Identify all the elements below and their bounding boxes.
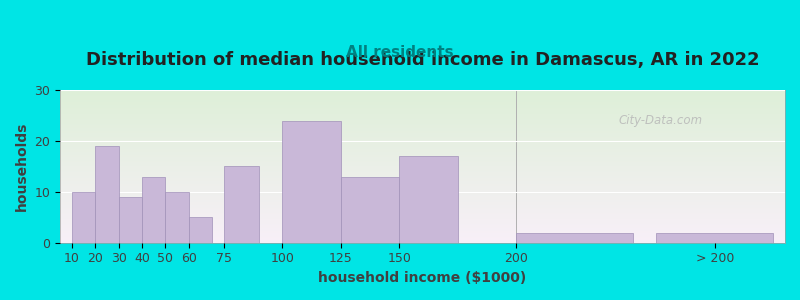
Bar bbox=[282, 121, 341, 243]
Bar bbox=[189, 217, 212, 243]
Text: City-Data.com: City-Data.com bbox=[618, 114, 702, 127]
Bar bbox=[118, 197, 142, 243]
Text: All residents: All residents bbox=[346, 45, 454, 60]
Bar bbox=[166, 192, 189, 243]
Bar bbox=[341, 176, 399, 243]
Bar bbox=[95, 146, 118, 243]
Y-axis label: households: households bbox=[15, 122, 29, 211]
Bar bbox=[72, 192, 95, 243]
Bar bbox=[224, 167, 259, 243]
Bar bbox=[516, 232, 633, 243]
X-axis label: household income ($1000): household income ($1000) bbox=[318, 271, 526, 285]
Bar bbox=[399, 156, 458, 243]
Bar bbox=[656, 232, 774, 243]
Title: Distribution of median household income in Damascus, AR in 2022: Distribution of median household income … bbox=[86, 51, 759, 69]
Bar bbox=[142, 176, 166, 243]
